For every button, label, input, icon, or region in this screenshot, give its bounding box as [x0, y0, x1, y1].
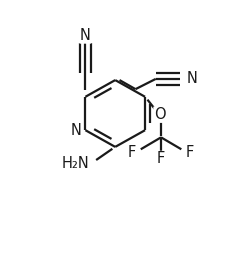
Text: H₂N: H₂N: [61, 156, 89, 171]
Text: O: O: [154, 107, 166, 122]
Text: N: N: [186, 71, 197, 86]
Text: N: N: [70, 123, 81, 138]
Text: F: F: [157, 151, 165, 166]
Text: F: F: [186, 145, 194, 160]
Text: N: N: [80, 28, 91, 43]
Text: F: F: [128, 145, 136, 160]
